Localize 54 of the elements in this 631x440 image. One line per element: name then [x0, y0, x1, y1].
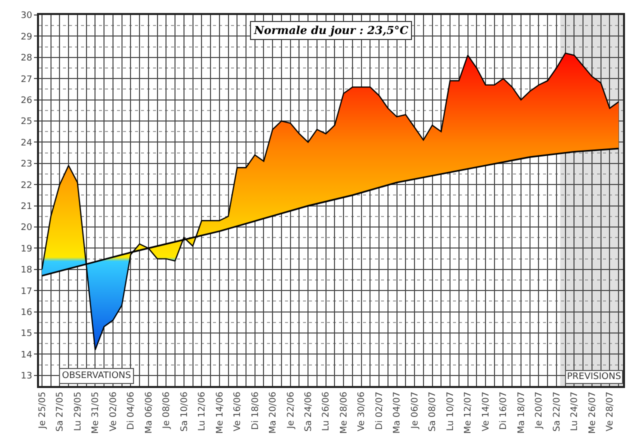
- annotation: OBSERVATIONS: [62, 371, 132, 381]
- annotation: Normale du jour : 23,5°C: [253, 24, 409, 37]
- x-tick-label: Ma 20/06: [268, 391, 279, 434]
- x-tick-label: Je 06/07: [410, 392, 420, 430]
- x-tick-label: Ve 16/06: [233, 391, 244, 432]
- x-tick-label: Je 08/06: [162, 391, 172, 430]
- y-tick-label: 22: [20, 180, 32, 191]
- y-tick-label: 28: [20, 54, 32, 64]
- x-tick-label: Ma 06/06: [144, 391, 154, 434]
- band-label: PREVISIONS: [567, 372, 622, 382]
- x-tick-label: Je 20/07: [534, 392, 545, 430]
- y-tick-label: 15: [20, 329, 32, 340]
- x-tick-label: Je 22/06: [286, 391, 296, 430]
- y-tick-label: 14: [20, 350, 32, 360]
- y-tick-label: 26: [20, 96, 32, 106]
- y-tick-label: 30: [20, 11, 32, 22]
- y-tick-label: 27: [20, 74, 32, 85]
- x-tick-label: Lu 26/06: [322, 391, 332, 431]
- x-tick-label: Di 02/07: [374, 392, 385, 430]
- y-tick-label: 16: [20, 308, 32, 318]
- x-tick-label: Sa 08/07: [428, 392, 438, 432]
- y-tick-label: 17: [20, 286, 32, 297]
- y-tick-label: 23: [20, 160, 32, 170]
- x-tick-label: Ma 18/07: [516, 392, 527, 434]
- y-tick-label: 29: [20, 32, 32, 42]
- x-tick-label: Me 14/06: [215, 391, 226, 434]
- y-tick-label: 18: [20, 266, 32, 276]
- y-tick-label: 21: [20, 202, 32, 212]
- x-tick-label: Sa 27/05: [56, 392, 66, 432]
- x-tick-label: Sa 24/06: [304, 391, 314, 432]
- x-tick-label: Ve 02/06: [108, 391, 119, 432]
- y-tick-label: 24: [20, 138, 32, 148]
- y-tick-label: 20: [20, 223, 32, 234]
- x-tick-label: Me 31/05: [91, 392, 102, 434]
- x-tick-label: Sa 22/07: [552, 392, 562, 432]
- x-tick-label: Lu 24/07: [570, 392, 580, 431]
- x-tick-label: Di 18/06: [250, 391, 261, 430]
- x-tick-label: Di 04/06: [126, 391, 137, 430]
- y-tick-label: 19: [20, 244, 32, 254]
- x-tick-label: Lu 10/07: [446, 392, 456, 431]
- x-tick-label: Ve 30/06: [357, 391, 368, 432]
- x-tick-label: Ma 04/07: [392, 392, 403, 434]
- y-tick-label: 13: [20, 372, 32, 382]
- x-tick-label: Sa 10/06: [180, 391, 190, 432]
- x-tick-label: Lu 29/05: [73, 392, 84, 431]
- x-tick-label: Me 28/06: [339, 391, 350, 434]
- x-tick-label: Je 25/05: [38, 392, 48, 430]
- x-tick-label: Me 26/07: [588, 392, 598, 434]
- x-tick-label: Me 12/07: [464, 392, 474, 434]
- y-tick-label: 25: [20, 117, 32, 128]
- x-tick-label: Di 16/07: [499, 392, 510, 430]
- x-tick-label: Lu 12/06: [198, 391, 208, 431]
- x-tick-label: Ve 28/07: [606, 392, 616, 432]
- x-tick-label: Ve 14/07: [481, 392, 492, 432]
